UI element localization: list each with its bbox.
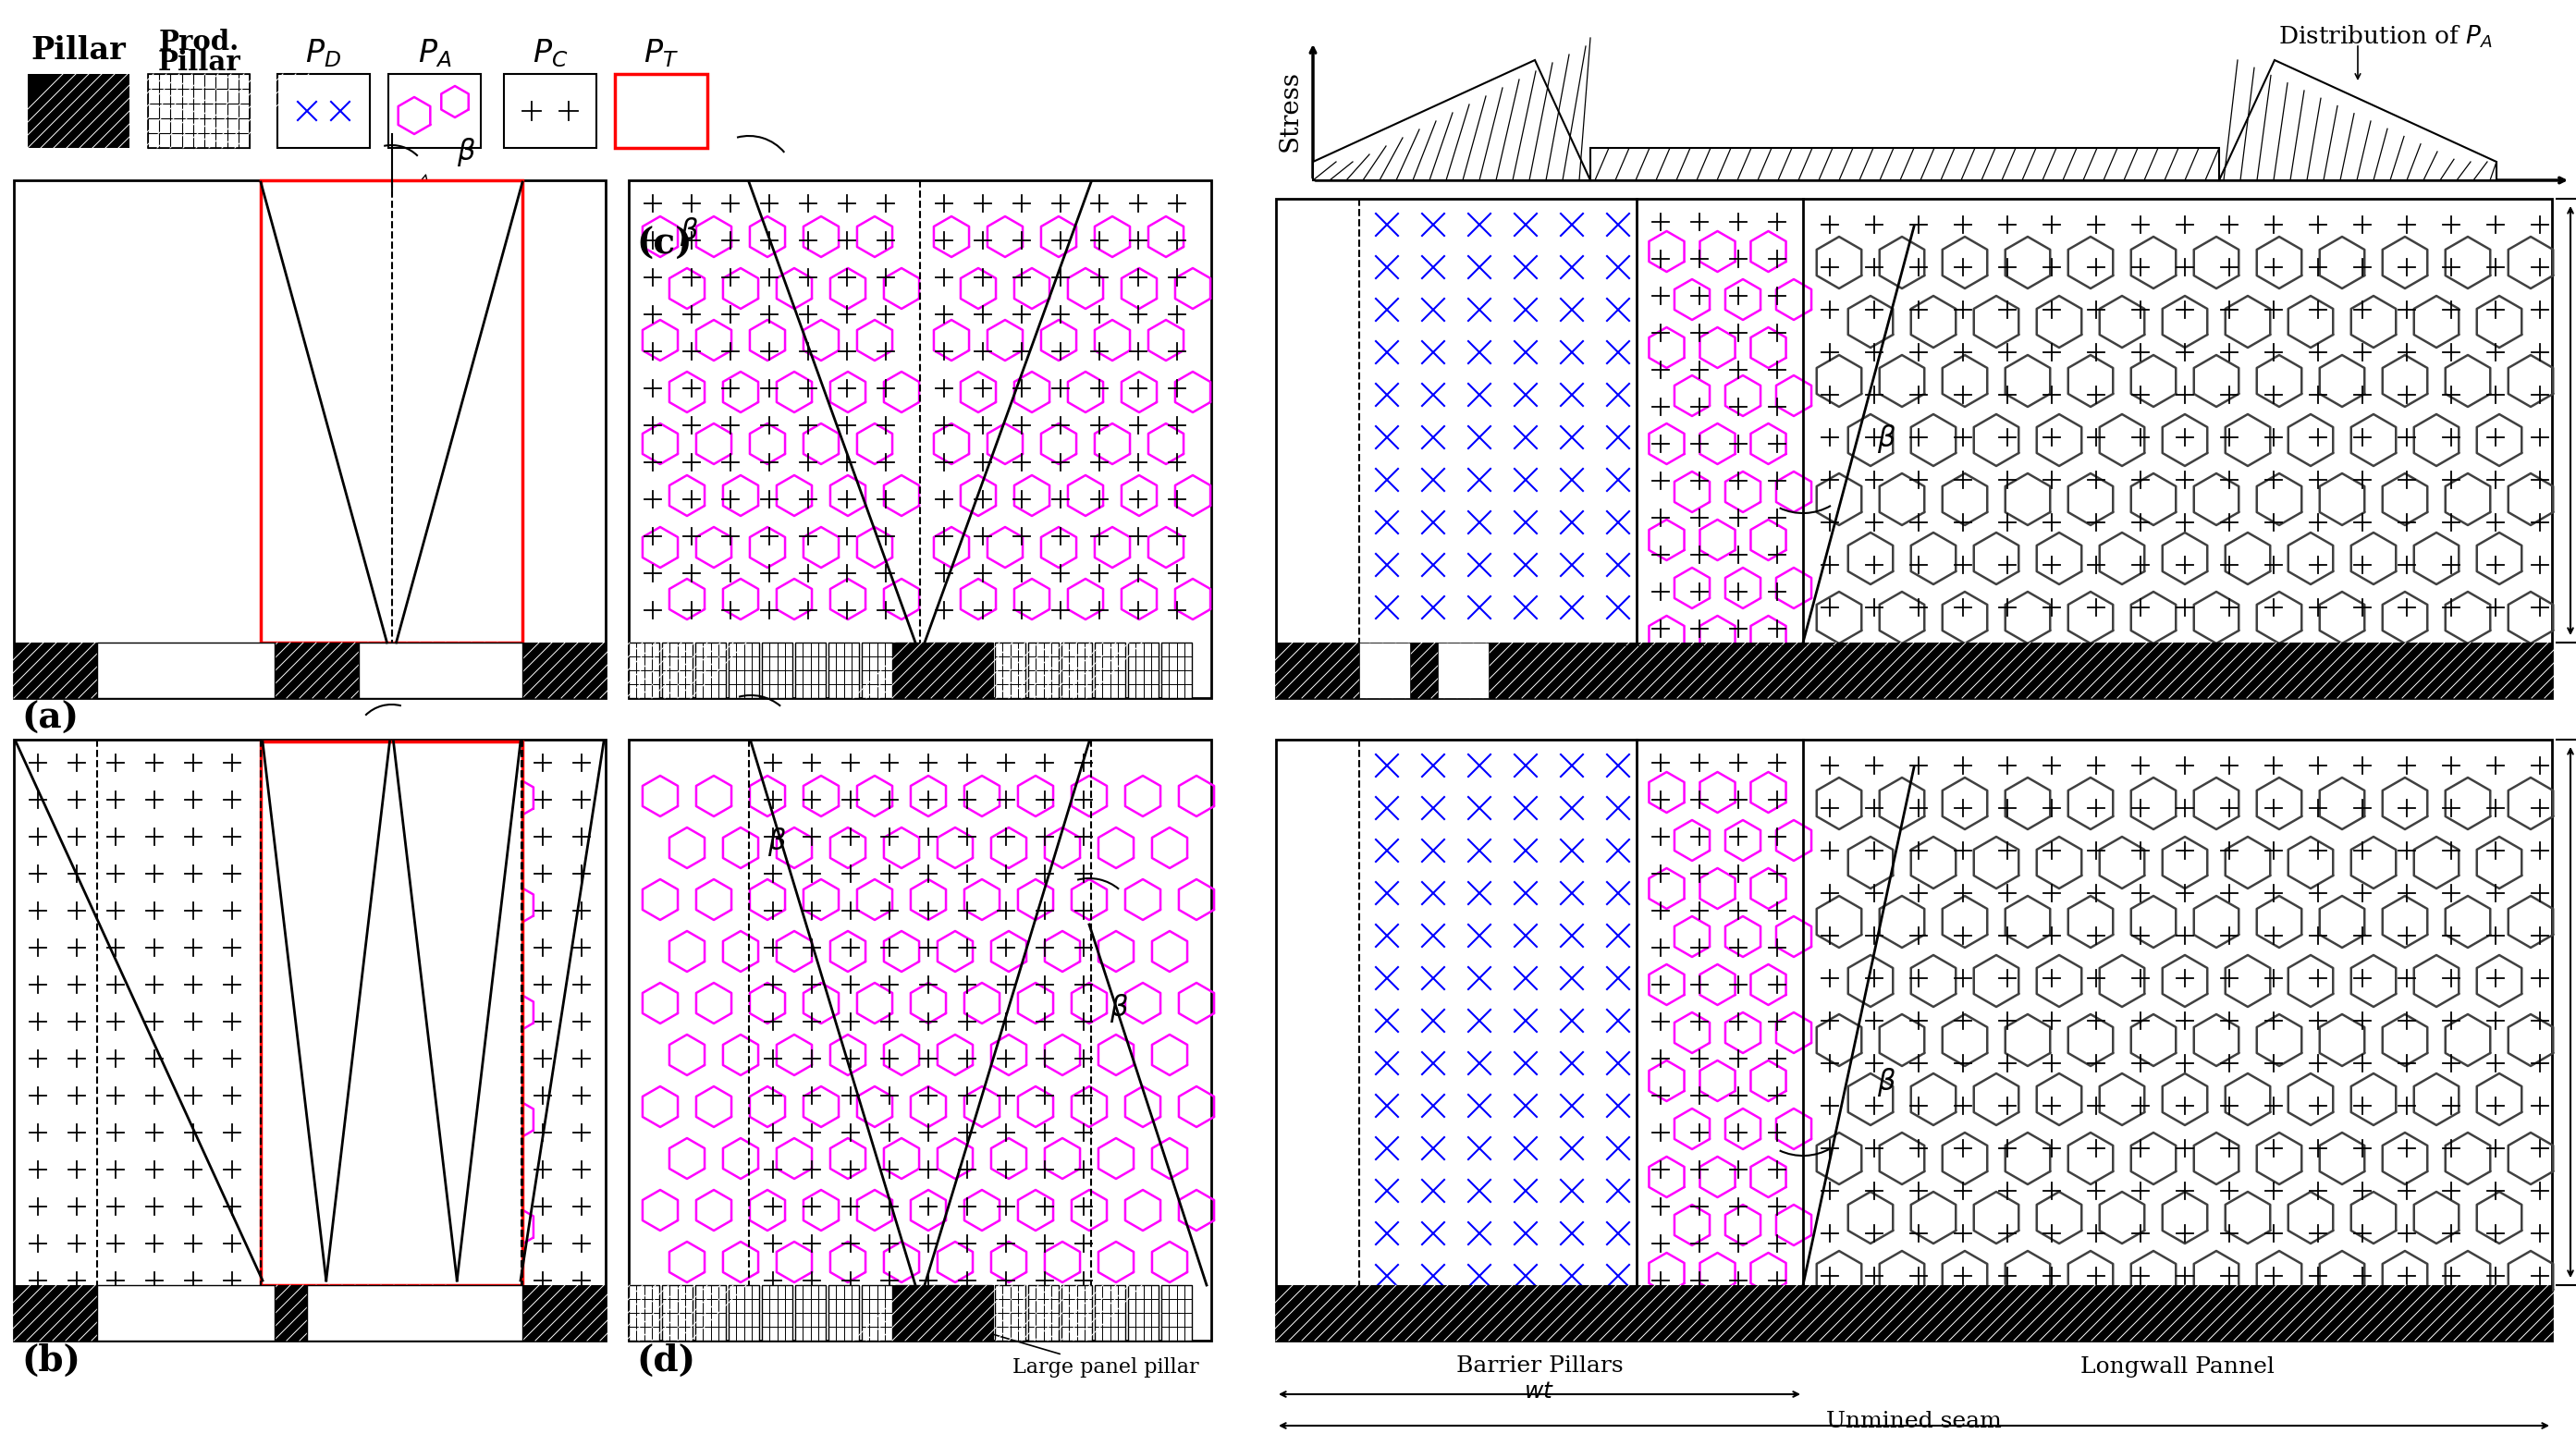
Bar	[98, 1285, 276, 1340]
Bar	[927, 642, 958, 698]
Text: Large panel pillar: Large panel pillar	[925, 1313, 1198, 1378]
Bar	[762, 642, 793, 698]
Bar	[523, 642, 605, 698]
Bar	[894, 642, 925, 698]
Bar	[629, 1285, 659, 1340]
Text: $P_C$: $P_C$	[533, 38, 567, 69]
Polygon shape	[2218, 61, 2496, 181]
Polygon shape	[1589, 147, 2218, 181]
Bar	[1275, 198, 2553, 698]
Bar	[13, 740, 605, 1340]
Text: $\beta$: $\beta$	[680, 215, 698, 247]
Bar	[994, 1285, 1025, 1340]
Bar	[696, 642, 726, 698]
Bar	[1360, 642, 1409, 698]
Text: Stress: Stress	[1278, 71, 1303, 152]
Bar	[13, 642, 98, 698]
Polygon shape	[1314, 61, 1589, 181]
Bar	[1275, 740, 2553, 1340]
Bar	[796, 642, 827, 698]
Bar	[1095, 1285, 1126, 1340]
Bar	[260, 1285, 307, 1340]
Bar	[389, 74, 482, 147]
Text: Distribution of $P_A$: Distribution of $P_A$	[2277, 23, 2494, 51]
Bar	[994, 642, 1025, 698]
Text: $wt$: $wt$	[1525, 1381, 1556, 1403]
Bar	[1028, 1285, 1059, 1340]
Bar	[1061, 1285, 1092, 1340]
Text: $\beta$: $\beta$	[410, 788, 430, 820]
Bar	[1162, 642, 1193, 698]
Bar	[762, 1285, 793, 1340]
Bar	[894, 1285, 925, 1340]
Text: (c): (c)	[636, 227, 693, 262]
Text: $P_D$: $P_D$	[307, 38, 343, 69]
Bar	[278, 74, 371, 147]
Text: (a): (a)	[21, 701, 80, 736]
Text: Pillar: Pillar	[157, 49, 240, 75]
Bar	[863, 1285, 891, 1340]
Bar	[1028, 642, 1059, 698]
Bar	[961, 1285, 992, 1340]
Bar	[829, 642, 858, 698]
Bar	[629, 740, 1211, 1340]
Bar	[28, 74, 129, 147]
Bar	[1437, 642, 1489, 698]
Bar	[260, 642, 358, 698]
Bar	[260, 181, 523, 642]
Bar	[927, 1285, 958, 1340]
Bar	[1095, 642, 1126, 698]
Bar	[891, 642, 994, 698]
Bar	[863, 642, 891, 698]
Bar	[98, 642, 276, 698]
Text: $\beta$: $\beta$	[768, 826, 786, 857]
Bar	[1128, 1285, 1159, 1340]
Bar	[796, 1285, 827, 1340]
Bar	[358, 642, 523, 698]
Bar	[616, 74, 708, 147]
Text: $\beta$: $\beta$	[1878, 424, 1896, 455]
Bar	[1128, 642, 1159, 698]
Text: Longwall Pannel: Longwall Pannel	[2081, 1356, 2275, 1377]
Bar	[961, 642, 992, 698]
Bar	[629, 642, 659, 698]
Bar	[13, 1285, 98, 1340]
Bar	[523, 1285, 605, 1340]
Bar	[147, 74, 250, 147]
Text: $\beta$: $\beta$	[1878, 1066, 1896, 1098]
Text: Prod.: Prod.	[160, 29, 240, 55]
Bar	[505, 74, 598, 147]
Text: $\beta$: $\beta$	[1110, 992, 1128, 1024]
Text: $\beta$: $\beta$	[456, 136, 477, 169]
Text: Unmined seam: Unmined seam	[1826, 1411, 2002, 1433]
Text: Pillar: Pillar	[31, 36, 126, 67]
Text: (d): (d)	[636, 1343, 696, 1378]
Bar	[829, 1285, 858, 1340]
Bar	[629, 181, 1211, 698]
Text: Barrier Pillars: Barrier Pillars	[1455, 1356, 1623, 1377]
Bar	[1061, 642, 1092, 698]
Bar	[1275, 642, 2553, 698]
Text: $P_A$: $P_A$	[417, 38, 451, 69]
Text: $P_T$: $P_T$	[644, 38, 677, 69]
Bar	[891, 1285, 994, 1340]
Bar	[307, 1285, 523, 1340]
Bar	[13, 181, 605, 698]
Bar	[729, 1285, 760, 1340]
Bar	[662, 642, 693, 698]
Bar	[729, 642, 760, 698]
Bar	[696, 1285, 726, 1340]
Bar	[1162, 1285, 1193, 1340]
Bar	[1275, 1285, 2553, 1340]
Bar	[260, 742, 523, 1285]
Text: (b): (b)	[21, 1343, 80, 1378]
Bar	[662, 1285, 693, 1340]
